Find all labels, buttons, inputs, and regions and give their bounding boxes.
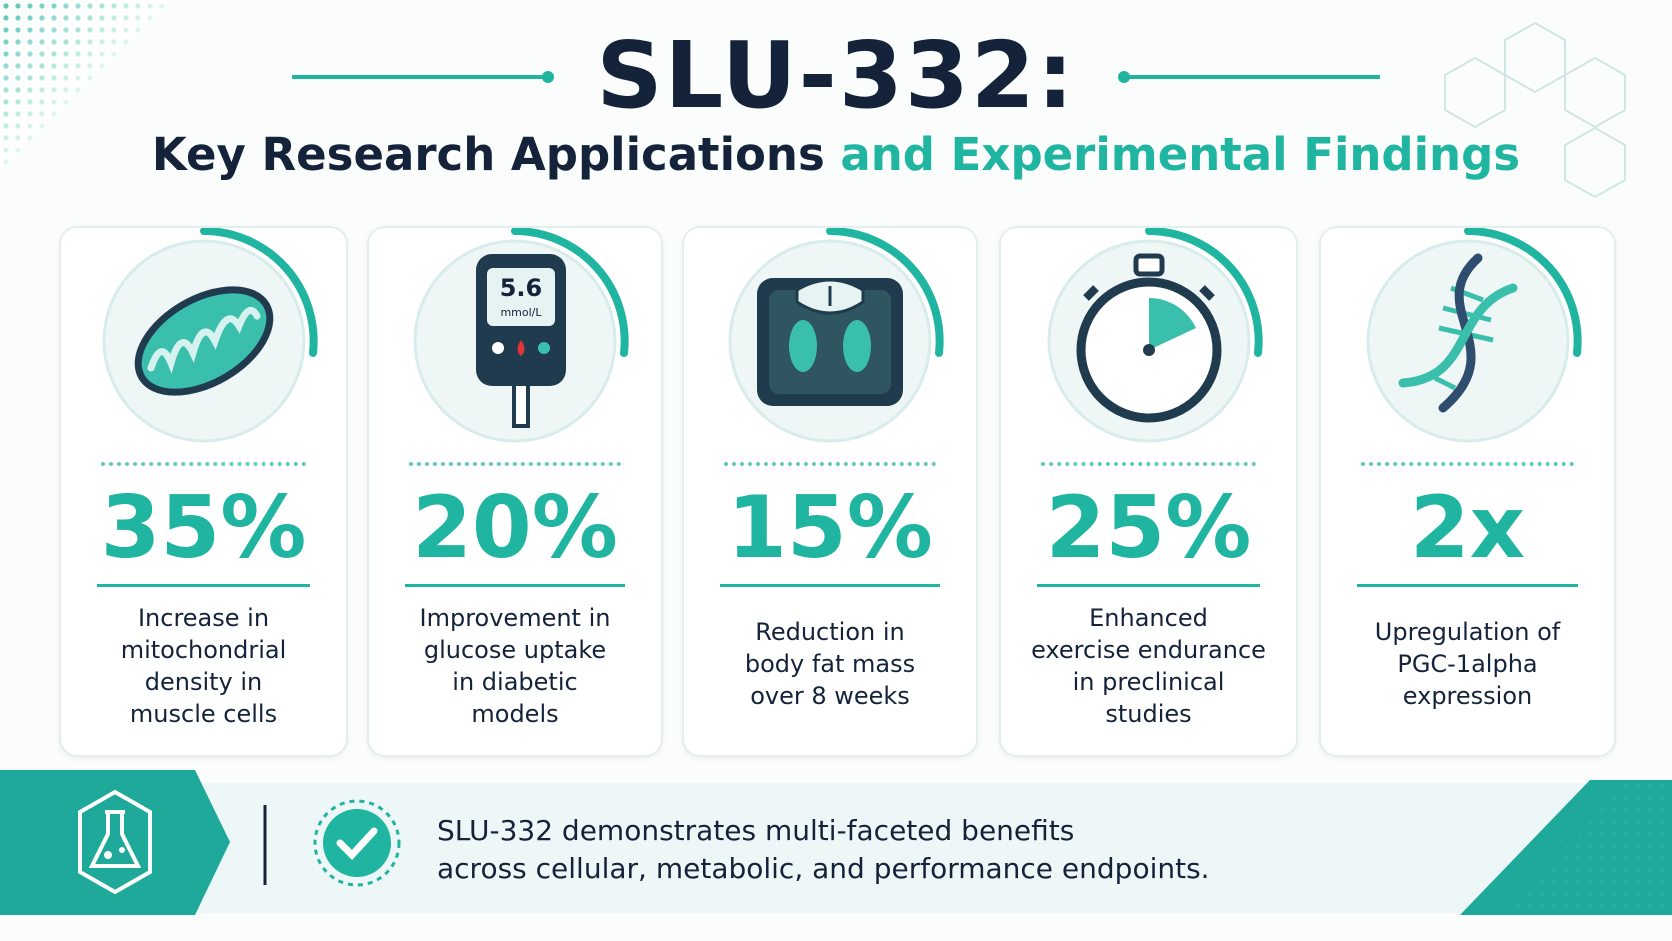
card: 5.6 mmol/L 20% Improvement in glucose upta… [367,226,663,757]
description-line: Increase in [137,604,270,632]
description-line: density in [144,668,263,696]
dna-icon [1366,228,1582,443]
dotted-divider [724,462,936,466]
description-line: muscle cells [129,700,278,728]
stat-value: 15% [727,478,933,578]
card: 2x Upregulation of PGC-1alpha expression [1319,226,1616,757]
card: 35% Increase in mitochondrial density in mus… [59,226,348,757]
subtitle: Key Research Applications and Experiment… [0,128,1672,181]
title: SLU-332: [596,22,1076,129]
stat-value: 20% [412,478,618,578]
dotted-divider [409,462,621,466]
stat-underline [1357,584,1578,587]
description-line: Enhanced [1089,604,1208,632]
description-line: in diabetic [452,668,578,696]
stat-underline [405,584,625,587]
meter-reading: 5.6 [500,274,543,302]
description-line: PGC-1alpha [1397,650,1538,678]
description-line: exercise endurance [1031,636,1266,664]
footer-message-line: across cellular, metabolic, and performa… [437,852,1210,885]
mitochondria-icon [102,228,318,443]
meter-unit: mmol/L [500,306,542,319]
stopwatch-icon [1047,228,1263,443]
description-line: models [471,700,559,728]
description-line: Reduction in [755,618,905,646]
footer-message-line: SLU-332 demonstrates multi-faceted benef… [437,814,1075,847]
stat-value: 35% [100,478,307,578]
stat-value: 2x [1409,478,1526,578]
glucometer-icon: 5.6 mmol/L [413,228,629,443]
description-line: mitochondrial [120,636,287,664]
description-line: over 8 weeks [750,682,910,710]
description-line: glucose uptake [423,636,607,664]
description-line: in preclinical [1072,668,1225,696]
stat-underline [720,584,940,587]
card: 25% Enhanced exercise endurance in preclini… [999,226,1298,757]
scale-icon [728,228,944,443]
subtitle-main: Key Research Applications [151,128,825,181]
stat-underline [1037,584,1260,587]
description-line: body fat mass [744,650,916,678]
dotted-divider [101,462,306,466]
footer-message: SLU-332 demonstrates multi-faceted benef… [437,812,1210,888]
dotted-divider [1361,462,1574,466]
card: 15% Reduction in body fat mass over 8 weeks [682,226,978,757]
subtitle-accent: and Experimental Findings [840,128,1521,181]
dotted-divider [1041,462,1256,466]
description-line: Upregulation of [1374,618,1561,646]
description-line: studies [1105,700,1192,728]
stat-underline [97,584,310,587]
description-line: expression [1402,682,1533,710]
description-line: Improvement in [419,604,611,632]
stat-value: 25% [1045,478,1252,578]
